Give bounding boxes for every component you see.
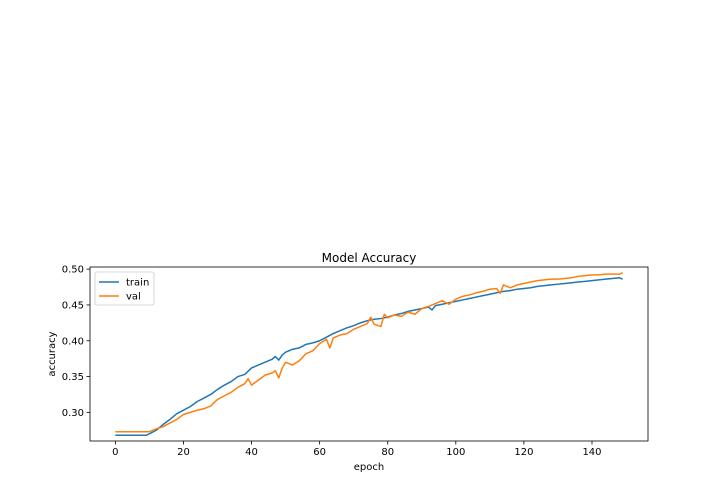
legend-label-train: train	[126, 278, 149, 289]
x-tick-label: 140	[582, 447, 601, 458]
legend-label-val: val	[126, 292, 141, 303]
x-tick-label: 120	[514, 447, 533, 458]
y-tick-label: 0.30	[62, 408, 84, 419]
x-tick-label: 80	[381, 447, 394, 458]
x-tick-label: 20	[177, 447, 190, 458]
series-line-train	[115, 276, 623, 437]
plot-area	[89, 266, 649, 442]
series-layer	[115, 272, 623, 437]
series-line-val	[115, 272, 623, 433]
axes-frame	[89, 266, 649, 442]
y-tick-label: 0.50	[62, 265, 84, 276]
x-tick-label: 100	[446, 447, 465, 458]
chart-title: Model Accuracy	[322, 251, 417, 265]
y-axis-ticks: 0.30 0.35 0.40 0.45 0.50	[62, 265, 90, 419]
x-tick-label: 0	[112, 447, 118, 458]
x-axis-ticks: 0 20 40 60 80 100 120 140	[112, 441, 602, 458]
x-tick-label: 40	[245, 447, 258, 458]
y-tick-label: 0.40	[62, 336, 84, 347]
y-axis-label: accuracy	[47, 331, 58, 376]
y-tick-label: 0.45	[62, 300, 84, 311]
legend: train val	[94, 271, 155, 306]
x-tick-label: 60	[313, 447, 326, 458]
y-tick-label: 0.35	[62, 372, 84, 383]
x-axis-label: epoch	[354, 462, 384, 473]
